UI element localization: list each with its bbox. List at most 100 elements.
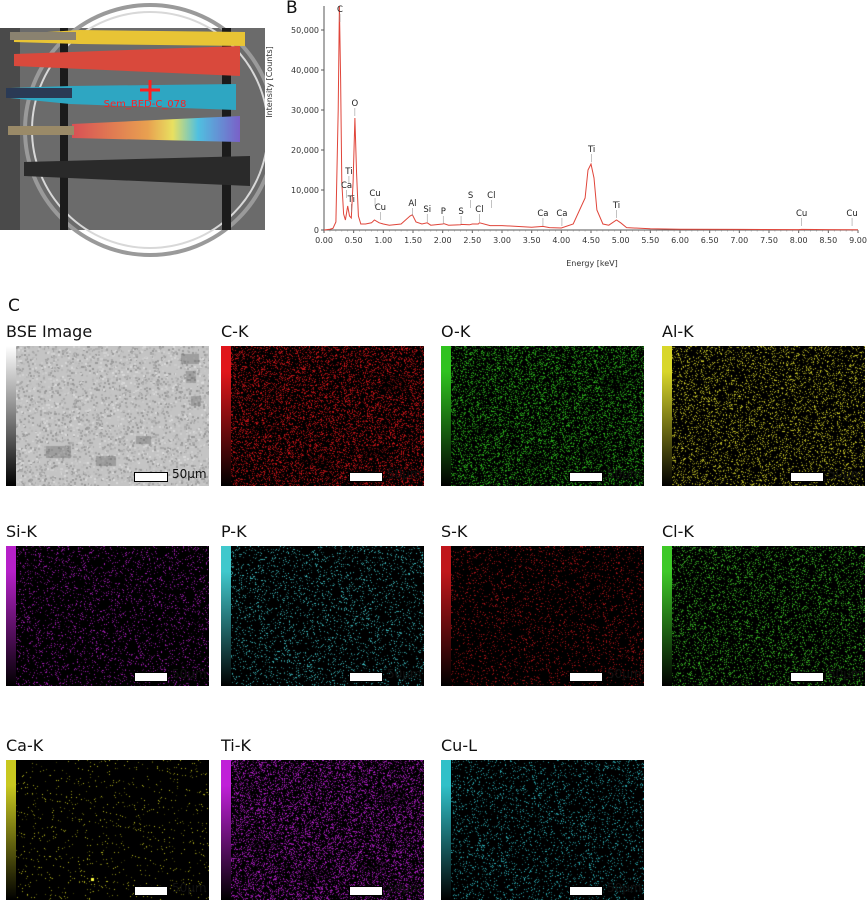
scale-bar-label: 50µm (172, 667, 207, 681)
peak-label: Cl (475, 205, 483, 215)
scale-bar: 50µm (790, 667, 868, 686)
scale-bar-rect (349, 672, 383, 682)
map-title: P-K (221, 522, 247, 541)
x-tick-label: 2.50 (463, 236, 481, 245)
x-tick-label: 3.00 (493, 236, 511, 245)
x-axis-label: Energy [keV] (566, 259, 618, 268)
peak-label: Cl (487, 191, 495, 201)
map-image (662, 346, 865, 486)
map-title: Ti-K (221, 736, 251, 755)
scale-bar-rect (134, 886, 168, 896)
x-tick-label: 7.50 (760, 236, 778, 245)
map-title: C-K (221, 322, 249, 341)
color-bar (6, 346, 16, 486)
element-map-4: Si-K 50µm (6, 522, 226, 694)
scale-bar-rect (349, 886, 383, 896)
map-title: O-K (441, 322, 471, 341)
map-title: S-K (441, 522, 468, 541)
color-bar (441, 760, 451, 900)
scale-bar: 50µm (134, 881, 254, 900)
element-map-1: C-K 50µm (221, 322, 441, 494)
x-tick-label: 0.50 (345, 236, 363, 245)
panel-label-b: B (286, 0, 298, 18)
scale-bar-rect (349, 472, 383, 482)
scale-bar: 50µm (134, 467, 254, 486)
x-tick-label: 2.00 (434, 236, 452, 245)
scale-bar-label: 50µm (607, 881, 642, 895)
x-tick-label: 4.50 (582, 236, 600, 245)
peak-label: Si (423, 205, 431, 215)
peak-label: S (458, 207, 463, 217)
scale-bar: 50µm (569, 667, 689, 686)
peak-label: S (468, 191, 473, 201)
map-title: Cu-L (441, 736, 477, 755)
marker-label: Sem_BED-C_078 (104, 99, 187, 110)
map-image (441, 546, 644, 686)
peak-label: Ca (537, 209, 548, 219)
map-pixels (231, 546, 424, 686)
map-pixels (451, 760, 644, 900)
peak-label: Ca (341, 181, 352, 191)
color-bar (441, 346, 451, 486)
y-tick-label: 0 (314, 226, 319, 235)
scale-bar-label: 50µm (172, 881, 207, 895)
eds-spectrum-chart: 0 10,000 20,000 30,000 40,000 50,000 0.00 0.50 1… (265, 5, 867, 268)
map-pixels (16, 760, 209, 900)
y-tick-label: 10,000 (291, 186, 319, 195)
element-map-9: Ti-K 50µm (221, 736, 441, 908)
map-pixels (451, 546, 644, 686)
element-map-7: Cl-K 50µm (662, 522, 868, 694)
x-tick-label: 5.50 (641, 236, 659, 245)
map-pixels (451, 346, 644, 486)
scale-bar-label: 50µm (828, 467, 863, 481)
map-pixels (672, 546, 865, 686)
scale-bar-label: 50µm (607, 667, 642, 681)
scale-bar-rect (569, 672, 603, 682)
y-tick-label: 50,000 (291, 26, 319, 35)
y-tick-label: 30,000 (291, 106, 319, 115)
scale-bar: 50µm (349, 881, 469, 900)
scale-bar-rect (790, 472, 824, 482)
element-map-0: BSE Image 50µm (6, 322, 226, 494)
color-bar (6, 760, 16, 900)
element-map-6: S-K 50µm (441, 522, 661, 694)
map-pixels (16, 546, 209, 686)
peak-label: Cu (796, 209, 807, 219)
scale-bar: 50µm (349, 467, 469, 486)
color-bar (662, 546, 672, 686)
map-title: BSE Image (6, 322, 93, 341)
peak-label: O (352, 99, 359, 109)
map-image (221, 546, 424, 686)
scale-bar: 50µm (134, 667, 254, 686)
peak-label: Cu (846, 209, 857, 219)
map-image (221, 760, 424, 900)
element-map-8: Ca-K 50µm (6, 736, 226, 908)
x-tick-label: 6.00 (671, 236, 689, 245)
sample-photo: Sem_BED-C_078 (0, 0, 265, 260)
map-title: Cl-K (662, 522, 694, 541)
peak-label: Ti (344, 167, 352, 177)
color-bar (221, 760, 231, 900)
x-tick-label: 1.50 (404, 236, 422, 245)
map-image (6, 760, 209, 900)
x-tick-label: 6.50 (701, 236, 719, 245)
x-tick-label: 9.00 (849, 236, 867, 245)
map-image (441, 346, 644, 486)
map-pixels (672, 346, 865, 486)
peak-label: Ca (556, 209, 567, 219)
scale-bar-label: 50µm (387, 881, 422, 895)
x-tick-label: 4.00 (552, 236, 570, 245)
peak-label: Al (408, 199, 416, 209)
peak-label: P (441, 207, 446, 217)
peak-label: Ti (587, 145, 595, 155)
y-tick-label: 40,000 (291, 66, 319, 75)
color-bar (662, 346, 672, 486)
map-title: Si-K (6, 522, 37, 541)
color-bar (441, 546, 451, 686)
scale-bar: 50µm (790, 467, 868, 486)
element-map-2: O-K 50µm (441, 322, 661, 494)
map-image (6, 346, 209, 486)
element-map-5: P-K 50µm (221, 522, 441, 694)
map-image (6, 546, 209, 686)
map-pixels (231, 760, 424, 900)
